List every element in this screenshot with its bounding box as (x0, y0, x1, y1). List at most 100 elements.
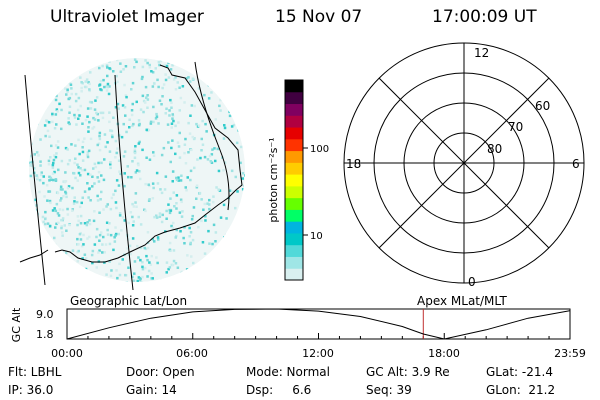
speckle (243, 102, 245, 106)
speckle (150, 272, 153, 275)
speckle (47, 121, 51, 124)
speckle (217, 77, 221, 81)
speckle (180, 270, 184, 274)
speckle (43, 89, 47, 93)
speckle (141, 275, 144, 279)
speckle (56, 191, 60, 195)
speckle (95, 266, 98, 269)
speckle (175, 207, 178, 210)
speckle (77, 166, 80, 169)
speckle (181, 85, 185, 88)
speckle (76, 215, 80, 218)
speckle (139, 246, 143, 250)
speckle (127, 253, 130, 256)
speckle (192, 206, 196, 209)
speckle (127, 266, 130, 269)
speckle (146, 258, 149, 262)
speckle (165, 58, 168, 62)
speckle (152, 151, 155, 154)
speckle (59, 85, 62, 88)
speckle (117, 159, 121, 162)
speckle (88, 274, 91, 278)
speckle (133, 260, 137, 263)
speckle (94, 165, 98, 169)
speckle (184, 186, 187, 189)
speckle (45, 262, 49, 265)
speckle (157, 60, 161, 64)
speckle (53, 236, 56, 240)
speckle (139, 223, 143, 226)
speckle (147, 199, 151, 202)
speckle (76, 260, 79, 263)
speckle (232, 123, 236, 127)
speckle (187, 272, 191, 275)
speckle (51, 209, 55, 212)
speckle (78, 152, 81, 156)
speckle (141, 75, 144, 79)
speckle (44, 134, 47, 138)
speckle (122, 68, 125, 71)
speckle (81, 257, 84, 260)
speckle (51, 163, 55, 167)
speckle (97, 170, 101, 174)
speckle (80, 244, 84, 248)
speckle (47, 261, 50, 265)
speckle (219, 69, 222, 72)
speckle (171, 263, 175, 267)
speckle (143, 246, 146, 250)
speckle (175, 176, 178, 180)
speckle (225, 247, 228, 250)
speckle (233, 88, 236, 91)
speckle (82, 233, 85, 237)
speckle (42, 87, 46, 90)
speckle (30, 130, 34, 133)
speckle (204, 215, 207, 218)
speckle (127, 175, 130, 179)
speckle (108, 242, 112, 246)
speckle (72, 171, 75, 175)
speckle (58, 208, 62, 211)
speckle (171, 139, 174, 142)
speckle (114, 106, 118, 109)
speckle (65, 195, 68, 199)
speckle (165, 271, 168, 274)
speckle (51, 172, 55, 175)
speckle (43, 90, 47, 93)
speckle (196, 158, 199, 161)
speckle (49, 176, 53, 180)
speckle (191, 77, 195, 80)
speckle (169, 160, 172, 164)
timeline-xtick: 06:00 (176, 347, 208, 360)
speckle (87, 59, 90, 62)
speckle (79, 76, 82, 79)
speckle (90, 101, 94, 104)
speckle (191, 238, 195, 242)
speckle (208, 198, 211, 202)
speckle (64, 180, 68, 183)
speckle (120, 229, 123, 232)
speckle (165, 217, 168, 220)
speckle (231, 69, 235, 72)
speckle (155, 216, 159, 219)
speckle (64, 87, 67, 90)
speckle (48, 259, 52, 262)
speckle (151, 182, 155, 185)
speckle (30, 213, 33, 216)
seq-info: Seq: 39 (366, 383, 412, 397)
speckle (161, 213, 164, 217)
speckle (39, 94, 43, 97)
speckle (81, 150, 85, 154)
speckle (61, 251, 64, 254)
speckle (151, 85, 155, 88)
speckle (81, 159, 85, 162)
speckle (152, 186, 155, 190)
speckle (34, 74, 38, 77)
glon-info: GLon: 21.2 (486, 383, 556, 397)
speckle (53, 170, 56, 174)
speckle (131, 237, 135, 240)
speckle (170, 126, 173, 129)
speckle (57, 214, 61, 217)
speckle (83, 168, 87, 172)
speckle (119, 62, 122, 65)
colorbar-segment (285, 91, 303, 105)
